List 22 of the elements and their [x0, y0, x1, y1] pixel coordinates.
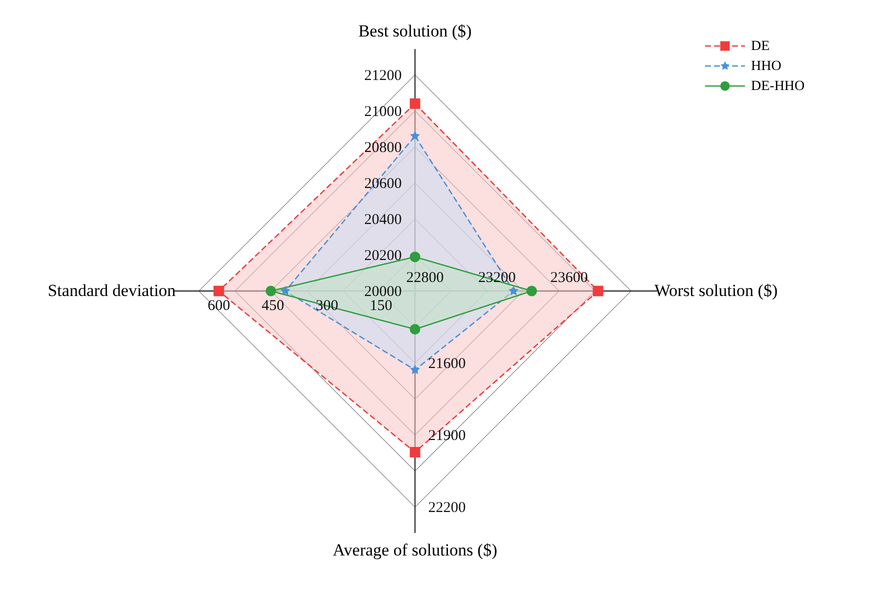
text: 20800	[364, 140, 402, 156]
spoke-label: Best solution ($)	[358, 22, 472, 41]
text: 600	[208, 298, 230, 314]
text: 21000	[364, 104, 402, 120]
text: 23600	[550, 270, 588, 286]
text: 150	[370, 298, 392, 314]
text: 21200	[364, 68, 402, 84]
text: 20200	[364, 248, 402, 264]
spoke-label: Standard deviation	[48, 281, 176, 300]
legend-label: HHO	[751, 59, 782, 74]
text: 22200	[428, 500, 466, 516]
spoke-label: Worst solution ($)	[654, 281, 778, 300]
text: 20000	[364, 284, 402, 300]
legend-label: DE-HHO	[751, 79, 805, 94]
text: 22800	[406, 270, 444, 286]
text: 21600	[428, 356, 466, 372]
text: 450	[262, 298, 284, 314]
text: 21900	[428, 428, 466, 444]
text: 20400	[364, 212, 402, 228]
text: 20600	[364, 176, 402, 192]
spoke-label: Average of solutions ($)	[332, 540, 498, 560]
legend-label: DE	[751, 39, 770, 54]
